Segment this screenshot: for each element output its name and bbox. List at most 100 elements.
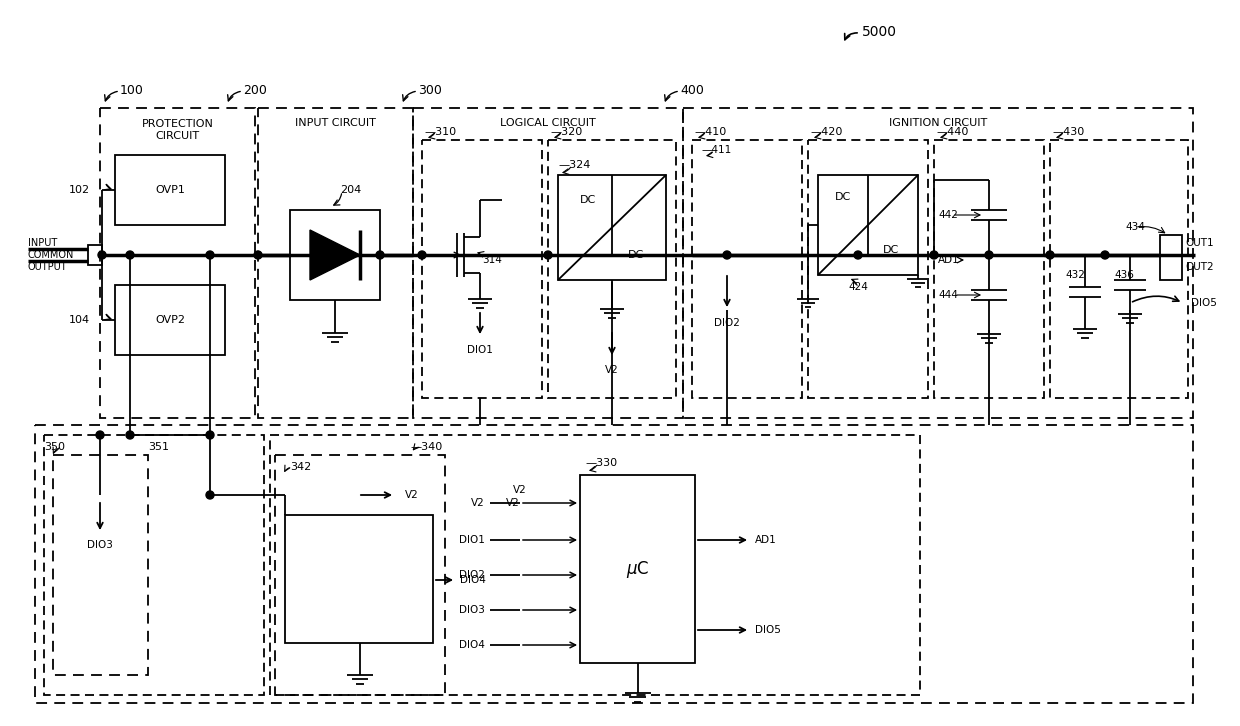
- Text: —440: —440: [936, 127, 968, 137]
- Text: —340: —340: [410, 442, 443, 452]
- Bar: [115, 155, 224, 225]
- Text: DIO1: DIO1: [459, 535, 485, 545]
- Text: DIO4: DIO4: [460, 575, 486, 585]
- Bar: [422, 140, 542, 398]
- Circle shape: [206, 491, 215, 499]
- Text: OUT1: OUT1: [1185, 238, 1214, 248]
- Text: DC: DC: [580, 195, 596, 205]
- Text: 102: 102: [69, 185, 91, 195]
- Circle shape: [985, 251, 993, 259]
- Text: INPUT
COMMON
OUTPUT: INPUT COMMON OUTPUT: [29, 238, 74, 272]
- Circle shape: [206, 431, 215, 439]
- Circle shape: [723, 251, 732, 259]
- Text: —310: —310: [424, 127, 456, 137]
- Bar: [558, 175, 666, 280]
- Text: DC: DC: [627, 250, 644, 260]
- Bar: [683, 108, 1193, 418]
- Circle shape: [930, 251, 937, 259]
- Bar: [808, 140, 928, 398]
- Text: V2: V2: [506, 498, 520, 508]
- Text: 350: 350: [43, 442, 64, 452]
- Bar: [35, 425, 1193, 703]
- Text: LOGICAL CIRCUIT: LOGICAL CIRCUIT: [500, 118, 596, 128]
- Text: AD1: AD1: [937, 255, 960, 265]
- Text: DIO4: DIO4: [459, 640, 485, 650]
- Circle shape: [1047, 251, 1054, 259]
- Circle shape: [544, 251, 552, 259]
- Text: DIO1: DIO1: [467, 345, 494, 355]
- Bar: [53, 455, 148, 675]
- Text: DIO5: DIO5: [755, 625, 781, 635]
- Bar: [1050, 140, 1188, 398]
- Text: —324: —324: [558, 160, 590, 170]
- Text: 442: 442: [937, 210, 957, 220]
- Circle shape: [376, 251, 384, 259]
- Text: DIO2: DIO2: [714, 318, 740, 328]
- Text: 314: 314: [482, 255, 502, 265]
- Bar: [413, 108, 683, 418]
- Text: DIO5: DIO5: [1190, 298, 1216, 308]
- Circle shape: [126, 251, 134, 259]
- Text: $\mu$C: $\mu$C: [626, 558, 650, 579]
- Circle shape: [418, 251, 427, 259]
- Text: 342: 342: [290, 462, 311, 472]
- Text: 300: 300: [418, 83, 441, 97]
- Polygon shape: [310, 230, 360, 280]
- Text: V2: V2: [513, 485, 527, 495]
- Text: 200: 200: [243, 83, 267, 97]
- Text: DIO2: DIO2: [459, 570, 485, 580]
- Text: DIO3: DIO3: [459, 605, 485, 615]
- Text: 351: 351: [148, 442, 169, 452]
- Circle shape: [854, 251, 862, 259]
- Bar: [580, 475, 694, 663]
- Text: 400: 400: [680, 83, 704, 97]
- Text: V2: V2: [605, 365, 619, 375]
- Text: 424: 424: [848, 282, 868, 292]
- Text: —411: —411: [702, 145, 733, 155]
- Text: 5000: 5000: [862, 25, 897, 39]
- Text: —430: —430: [1052, 127, 1084, 137]
- Text: AD1: AD1: [755, 535, 776, 545]
- Text: OUT2: OUT2: [1185, 262, 1214, 272]
- Text: V2: V2: [405, 490, 419, 500]
- Text: —320: —320: [551, 127, 583, 137]
- Bar: [818, 175, 918, 275]
- Bar: [270, 435, 920, 695]
- Bar: [275, 455, 445, 695]
- Text: —420: —420: [810, 127, 842, 137]
- Bar: [548, 140, 676, 398]
- Text: DC: DC: [883, 245, 899, 255]
- Bar: [115, 285, 224, 355]
- Text: —330: —330: [585, 458, 618, 468]
- Circle shape: [95, 431, 104, 439]
- Text: OVP1: OVP1: [155, 185, 185, 195]
- Text: DC: DC: [835, 192, 851, 202]
- Text: PROTECTION
CIRCUIT: PROTECTION CIRCUIT: [141, 119, 213, 141]
- Bar: [934, 140, 1044, 398]
- Text: 436: 436: [1114, 270, 1133, 280]
- Circle shape: [206, 251, 215, 259]
- Text: DIO3: DIO3: [87, 540, 113, 550]
- Circle shape: [126, 431, 134, 439]
- Circle shape: [1101, 251, 1109, 259]
- Text: IGNITION CIRCUIT: IGNITION CIRCUIT: [889, 118, 987, 128]
- Text: OVP2: OVP2: [155, 315, 185, 325]
- Text: 444: 444: [937, 290, 957, 300]
- Text: 432: 432: [1065, 270, 1085, 280]
- Bar: [88, 245, 102, 265]
- Bar: [1159, 235, 1182, 280]
- Text: INPUT CIRCUIT: INPUT CIRCUIT: [295, 118, 376, 128]
- Bar: [43, 435, 264, 695]
- Text: V2: V2: [471, 498, 485, 508]
- Text: —410: —410: [694, 127, 727, 137]
- Bar: [290, 210, 379, 300]
- Text: 204: 204: [340, 185, 361, 195]
- Circle shape: [98, 251, 105, 259]
- Bar: [285, 515, 433, 643]
- Circle shape: [254, 251, 262, 259]
- Bar: [100, 108, 255, 418]
- Bar: [692, 140, 802, 398]
- Text: 100: 100: [120, 83, 144, 97]
- Text: 434: 434: [1125, 222, 1145, 232]
- Text: 104: 104: [69, 315, 91, 325]
